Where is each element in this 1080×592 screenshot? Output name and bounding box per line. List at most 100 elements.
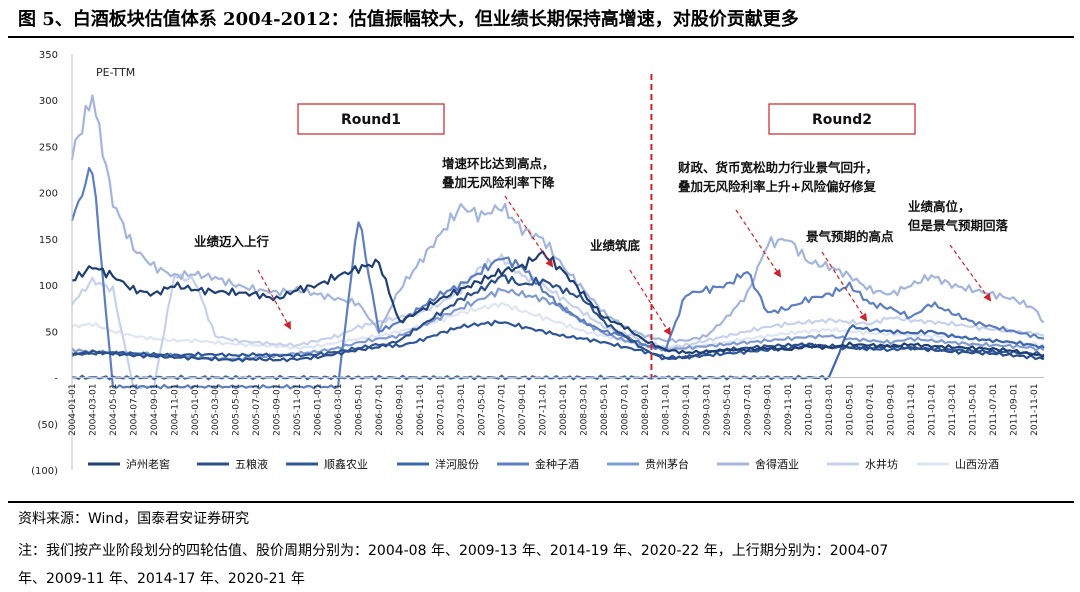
x-tick-label: 2011-05-01 (968, 384, 978, 436)
legend-label: 顺鑫农业 (324, 457, 368, 471)
x-tick-label: 2005-07-01 (252, 384, 262, 436)
legend-item: 山西汾酒 (917, 458, 999, 471)
x-tick-label: 2005-11-01 (293, 384, 303, 436)
annotation-arrow (735, 209, 782, 278)
x-tick-label: 2010-03-01 (825, 384, 835, 436)
x-tick-label: 2010-01-01 (805, 384, 815, 436)
annotation-line1: 业绩迈入上行 (194, 234, 270, 249)
x-tick-label: 2004-03-01 (88, 384, 98, 436)
x-tick-label: 2007-11-01 (539, 384, 549, 436)
x-tick-label: 2006-03-01 (334, 384, 344, 436)
footnote-line-2: 年、2009-11 年、2014-17 年、2020-21 年 (18, 571, 305, 587)
x-tick-label: 2011-11-01 (1030, 384, 1040, 436)
legend-label: 泸州老窖 (126, 457, 170, 471)
x-tick-label: 2011-07-01 (989, 384, 999, 436)
legend-label: 舍得酒业 (755, 457, 799, 471)
x-tick-label: 2008-05-01 (600, 384, 610, 436)
x-tick-label: 2005-01-01 (191, 384, 201, 436)
x-tick-label: 2006-01-01 (314, 384, 324, 436)
series-line-6 (70, 94, 1045, 344)
round-box (768, 103, 916, 135)
series-line-2 (71, 319, 1045, 360)
round-label: Round1 (341, 112, 401, 128)
y-tick-label: 350 (39, 50, 58, 61)
x-tick-label: 2007-07-01 (498, 384, 508, 436)
x-tick-label: 2005-03-01 (211, 384, 221, 436)
annotation-arrow (821, 251, 868, 322)
x-tick-label: 2010-05-01 (846, 384, 856, 436)
annotation-line1: 财政、货币宽松助力行业景气回升， (677, 160, 878, 175)
x-tick-label: 2007-01-01 (436, 384, 446, 436)
x-tick-label: 2007-09-01 (518, 384, 528, 436)
legend-label: 五粮液 (235, 457, 268, 471)
annotation-line2: 叠加无风险利率上升+风险偏好修复 (678, 179, 876, 194)
x-tick-label: 2006-07-01 (375, 384, 385, 436)
x-tick-label: 2006-05-01 (354, 384, 364, 436)
round-label: Round2 (812, 112, 872, 128)
legend-label: 洋河股份 (435, 457, 479, 471)
legend-item: 五粮液 (197, 457, 268, 471)
series-line-4 (70, 166, 1045, 390)
x-tick-label: 2008-11-01 (661, 384, 671, 436)
x-tick-label: 2009-11-01 (784, 384, 794, 436)
annotation-line1: 业绩筑底 (590, 238, 641, 253)
legend-item: 贵州茅台 (607, 457, 689, 471)
y-tick-label: (50) (37, 420, 58, 431)
legend-item: 顺鑫农业 (286, 457, 368, 471)
annotation-arrow (949, 244, 992, 302)
series-line-0 (71, 250, 1045, 358)
series-line-8 (71, 301, 1045, 353)
top-rule (8, 36, 1074, 38)
y-axis-title: PE-TTM (96, 66, 135, 79)
x-tick-label: 2008-09-01 (641, 384, 651, 436)
x-tick-label: 2009-09-01 (764, 384, 774, 436)
legend-item: 洋河股份 (397, 457, 479, 471)
annotation-arrow (504, 195, 554, 268)
figure-title: 图 5、白酒板块估值体系 2004-2012：估值振幅较大，但业绩长期保持高增速… (18, 9, 799, 30)
y-tick-label: - (54, 374, 58, 385)
bottom-rule (8, 501, 1074, 503)
x-tick-label: 2009-03-01 (702, 384, 712, 436)
x-tick-label: 2006-09-01 (395, 384, 405, 436)
annotation-arrow (629, 269, 672, 336)
x-tick-label: 2006-11-01 (416, 384, 426, 436)
y-tick-label: 200 (39, 189, 58, 200)
x-tick-label: 2009-05-01 (723, 384, 733, 436)
x-tick-label: 2005-05-01 (232, 384, 242, 436)
legend-label: 金种子酒 (535, 457, 579, 471)
y-tick-label: 100 (39, 281, 58, 292)
x-tick-label: 2004-07-01 (129, 384, 139, 436)
legend-item: 金种子酒 (497, 457, 579, 471)
chart: (100) (50) - 50 100 150 200 250 300 350 2004-01-01… (31, 50, 1045, 477)
x-tick-label: 2010-07-01 (866, 384, 876, 436)
x-tick-label: 2008-07-01 (621, 384, 631, 436)
x-tick-label: 2004-05-01 (109, 384, 119, 436)
x-tick-label: 2004-11-01 (170, 384, 180, 436)
x-tick-label: 2010-11-01 (907, 384, 917, 436)
annotation-line2: 但是景气预期回落 (907, 218, 1009, 233)
y-tick-label: 250 (39, 142, 58, 153)
x-tick-label: 2005-09-01 (273, 384, 283, 436)
annotation-line1: 增速环比达到高点， (442, 156, 555, 171)
footnote-line-1: 注：我们按产业阶段划分的四轮估值、股价周期分别为：2004-08 年、2009-… (18, 543, 889, 559)
source-note: 资料来源：Wind，国泰君安证券研究 (18, 511, 250, 527)
x-tick-label: 2008-01-01 (559, 384, 569, 436)
series-line-7 (71, 253, 1045, 390)
x-tick-label: 2007-03-01 (457, 384, 467, 436)
round-box (297, 103, 445, 135)
x-tick-label: 2004-09-01 (150, 384, 160, 436)
x-tick-label: 2007-05-01 (477, 384, 487, 436)
x-tick-label: 2009-01-01 (682, 384, 692, 436)
annotation-line1: 业绩高位， (908, 199, 971, 214)
x-tick-label: 2010-09-01 (887, 384, 897, 436)
y-tick-label: 300 (39, 96, 58, 107)
y-tick-label: (100) (31, 466, 58, 477)
legend-label: 水井坊 (865, 457, 898, 471)
x-tick-label: 2011-01-01 (927, 384, 937, 436)
x-tick-label: 2009-07-01 (743, 384, 753, 436)
legend-item: 舍得酒业 (717, 457, 799, 471)
y-tick-label: 150 (39, 235, 58, 246)
annotation-line2: 叠加无风险利率下降 (442, 175, 555, 190)
legend-item: 水井坊 (827, 457, 898, 471)
legend-item: 泸州老窖 (88, 457, 170, 471)
